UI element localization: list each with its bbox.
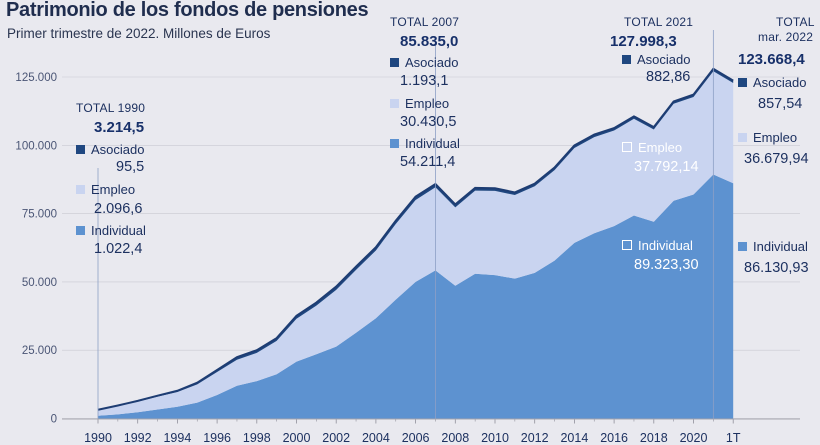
annotation-2022-asociado-value: 857,54 xyxy=(758,96,803,112)
annotation-2022-total-value: 123.668,4 xyxy=(738,51,805,68)
x-tick-label: 2016 xyxy=(600,431,628,445)
annotation-1990-asociado-label: Asociado xyxy=(91,142,145,157)
series-line-asociado xyxy=(97,67,734,411)
individual-legend-swatch xyxy=(390,139,399,148)
annotation-1990-asociado-value: 95,5 xyxy=(116,159,145,175)
annotation-2021-asociado-value: 882,86 xyxy=(646,69,691,85)
asociado-legend-swatch xyxy=(622,55,631,64)
area-individual xyxy=(98,174,734,419)
annotation-2007-total-value: 85.835,0 xyxy=(400,33,459,50)
individual-legend-swatch xyxy=(76,226,85,235)
x-tick-label: 2014 xyxy=(560,431,588,445)
x-tick-label: 1T xyxy=(726,431,741,445)
annotation-1990-empleo-label: Empleo xyxy=(91,182,136,197)
x-tick-label: 2010 xyxy=(481,431,509,445)
annotation-2022-total-sub: mar. 2022 xyxy=(758,30,814,44)
annotation-2022-asociado-label: Asociado xyxy=(753,75,807,90)
y-tick-label: 100.000 xyxy=(15,140,57,152)
annotation-2021-individual-label: Individual xyxy=(638,238,693,253)
annotation-1990-empleo-value: 2.096,6 xyxy=(94,201,143,217)
annotation-2007-individual-label: Individual xyxy=(405,136,460,151)
empleo-legend-swatch xyxy=(76,185,85,194)
annotation-2021-individual-value: 89.323,30 xyxy=(634,257,699,273)
annotation-2022-total-label: TOTAL xyxy=(776,15,815,29)
empleo-marker-box xyxy=(622,142,632,152)
annotation-1990-individual-value: 1.022,4 xyxy=(94,241,143,257)
x-tick-label: 1996 xyxy=(203,431,231,445)
annotation-1990-total-label: TOTAL 1990 xyxy=(76,101,146,115)
annotation-2021-empleo-value: 37.792,14 xyxy=(634,159,699,175)
annotation-2007-asociado-value: 1.193,1 xyxy=(400,73,449,89)
annotation-2021-empleo-label: Empleo xyxy=(638,140,683,155)
x-tick-label: 2018 xyxy=(640,431,668,445)
x-tick-label: 1992 xyxy=(124,431,152,445)
annotation-2022-empleo-value: 36.679,94 xyxy=(744,151,809,167)
annotation-2007-empleo-value: 30.430,5 xyxy=(400,114,457,130)
annotation-2022-empleo-label: Empleo xyxy=(753,130,798,145)
annotation-2007-individual-value: 54.211,4 xyxy=(400,154,456,170)
x-tick-label: 1998 xyxy=(243,431,271,445)
annotation-1990-total-value: 3.214,5 xyxy=(94,119,145,136)
individual-legend-swatch xyxy=(738,242,747,251)
x-tick-label: 2000 xyxy=(283,431,311,445)
annotation-2007-empleo-label: Empleo xyxy=(405,96,450,111)
annotation-2022-individual-label: Individual xyxy=(753,239,808,254)
x-tick-label: 2002 xyxy=(322,431,350,445)
asociado-legend-swatch xyxy=(738,78,747,87)
empleo-legend-swatch xyxy=(738,133,747,142)
annotation-1990-individual-label: Individual xyxy=(91,223,146,238)
y-tick-label: 50.000 xyxy=(22,277,57,289)
annotation-2007-total-label: TOTAL 2007 xyxy=(390,15,460,29)
individual-marker-box xyxy=(622,240,632,250)
x-tick-label: 2012 xyxy=(521,431,549,445)
x-tick-label: 2004 xyxy=(362,431,390,445)
chart-title: Patrimonio de los fondos de pensiones xyxy=(6,0,369,21)
y-tick-label: 0 xyxy=(51,414,57,426)
empleo-legend-swatch xyxy=(390,99,399,108)
x-tick-label: 2006 xyxy=(402,431,430,445)
annotation-2007-asociado-label: Asociado xyxy=(405,55,459,70)
annotation-2021-asociado-label: Asociado xyxy=(637,52,691,67)
x-tick-label: 1990 xyxy=(84,431,112,445)
y-tick-label: 125.000 xyxy=(15,72,57,84)
x-tick-label: 2020 xyxy=(680,431,708,445)
chart-subtitle: Primer trimestre de 2022. Millones de Eu… xyxy=(7,26,271,41)
x-tick-label: 1994 xyxy=(163,431,191,445)
y-tick-label: 25.000 xyxy=(22,345,57,357)
area-empleo xyxy=(98,71,734,416)
annotation-2021-total-value: 127.998,3 xyxy=(610,33,677,50)
x-tick-label: 2008 xyxy=(441,431,469,445)
y-tick-label: 75.000 xyxy=(22,209,57,221)
annotation-2022-individual-value: 86.130,93 xyxy=(744,260,809,276)
asociado-legend-swatch xyxy=(76,145,85,154)
annotation-2021-total-label: TOTAL 2021 xyxy=(624,15,694,29)
asociado-legend-swatch xyxy=(390,58,399,67)
